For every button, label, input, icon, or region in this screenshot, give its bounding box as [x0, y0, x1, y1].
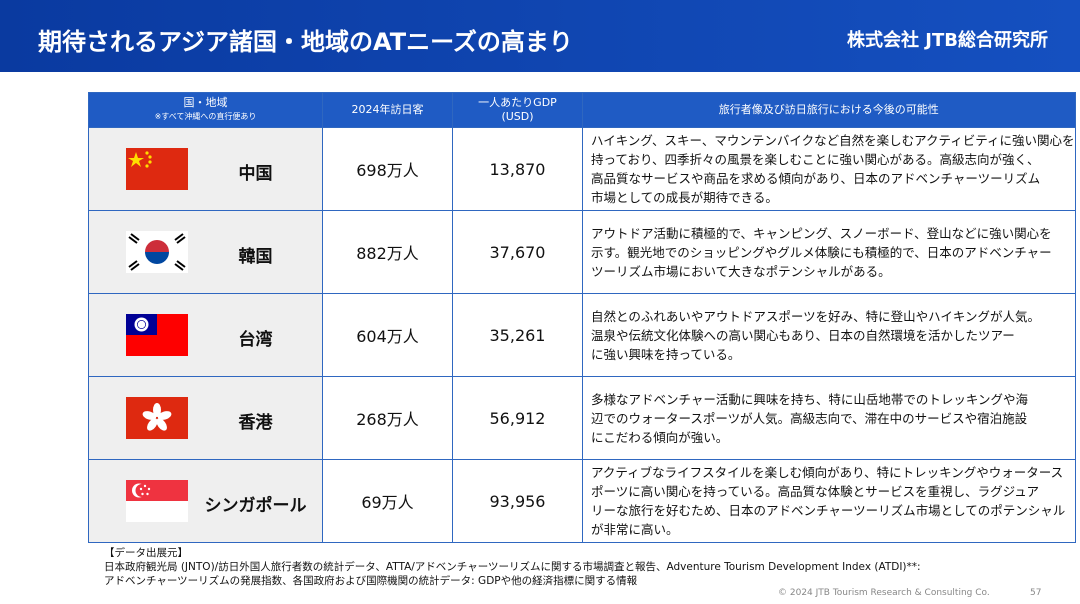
country-cell: 韓国 — [88, 210, 323, 294]
description: アウトドア活動に積極的で、キャンピング、スノーボード、登山などに強い関心を 示す。… — [582, 210, 1076, 294]
row: 中国 698万人 13,870 ハイキング、スキー、マウンテンバイクなど自然を楽し… — [88, 127, 1076, 211]
description-line: ポーツに高い関心を持っている。高品質な体験とサービスを重視し、ラグジュア — [591, 484, 1040, 499]
row: 台湾 604万人 35,261 自然とのふれあいやアウトドアスポーツを好み、特に登… — [88, 293, 1076, 377]
row: シンガポール 69万人 93,956 アクティブなライフスタイルを楽しむ傾向があり… — [88, 459, 1076, 543]
description-line: が非常に高い。 — [591, 522, 679, 537]
description-line: 辺でのウォータースポーツが人気。高級志向で、滞在中のサービスや宿泊施設 — [591, 410, 1028, 426]
flag — [126, 314, 188, 356]
visitors: 268万人 — [322, 376, 453, 460]
header-text: (USD) — [501, 110, 534, 123]
description-line: ハイキング、スキー、マウンテンバイクなど自然を楽しむアクティビティに強い関心を — [591, 133, 1075, 148]
country: 韓国 — [238, 247, 273, 267]
gdp: 37,670 — [452, 210, 583, 294]
description-line: 多様なアドベンチャー活動に興味を持ち、特に山岳地帯でのトレッキングや海 — [591, 391, 1029, 407]
flag — [126, 397, 188, 439]
description-line: に強い興味を持っている。 — [591, 346, 741, 362]
source-line: 日本政府観光局 (JNTO)/訪日外国人旅行者数の統計データ、ATTA/アドベン… — [104, 561, 921, 573]
description-line: にこだわる傾向が強い。 — [591, 429, 729, 445]
country-cell: 台湾 — [88, 293, 323, 377]
visitors: 69万人 — [322, 459, 453, 543]
description: 多様なアドベンチャー活動に興味を持ち、特に山岳地帯でのトレッキングや海 辺でのウォ… — [582, 376, 1076, 460]
country-cell: 中国 — [88, 127, 323, 211]
column-header: 国・地域 ※すべて沖縄への直行便あり — [88, 92, 323, 128]
column-header: 旅行者像及び訪日旅行における今後の可能性 — [582, 92, 1076, 128]
column-header: 2024年訪日客 — [322, 92, 453, 128]
flag — [126, 148, 188, 190]
country: シンガポール — [204, 496, 307, 516]
gdp: 35,261 — [452, 293, 583, 377]
page-number: 57 — [1030, 588, 1042, 598]
header-note: ※すべて沖縄への直行便あり — [154, 112, 257, 121]
header-text: 国・地域 — [183, 96, 228, 109]
flag — [126, 480, 188, 522]
row: 韓国 882万人 37,670 アウトドア活動に積極的で、キャンピング、スノーボー… — [88, 210, 1076, 294]
company: 株式会社 JTB総合研究所 — [847, 30, 1048, 51]
visitors: 882万人 — [322, 210, 453, 294]
description-line: 温泉や伝統文化体験への高い関心もあり、日本の自然環境を活かしたツアー — [591, 327, 1015, 343]
visitors: 698万人 — [322, 127, 453, 211]
table: 国・地域 ※すべて沖縄への直行便あり 2024年訪日客 一人あたりGDP (USD)… — [88, 92, 1076, 543]
description-line: 自然とのふれあいやアウトドアスポーツを好み、特に登山やハイキングが人気。 — [591, 308, 1041, 324]
description-line: 市場としての成長が期待できる。 — [591, 190, 778, 205]
country: 台湾 — [238, 330, 273, 350]
copyright: © 2024 JTB Tourism Research & Consulting… — [778, 588, 990, 598]
sources: 【データ出展元】日本政府観光局 (JNTO)/訪日外国人旅行者数の統計データ、A… — [104, 546, 921, 588]
description: ハイキング、スキー、マウンテンバイクなど自然を楽しむアクティビティに強い関心を持… — [582, 127, 1076, 211]
visitors: 604万人 — [322, 293, 453, 377]
description: アクティブなライフスタイルを楽しむ傾向があり、特にトレッキングやウォータース ポー… — [582, 459, 1076, 543]
title: 期待されるアジア諸国・地域のATニーズの高まり — [38, 28, 573, 56]
header-row: 国・地域 ※すべて沖縄への直行便あり 2024年訪日客 一人あたりGDP (USD)… — [88, 92, 1076, 128]
gdp: 93,956 — [452, 459, 583, 543]
column-header: 一人あたりGDP (USD) — [452, 92, 583, 128]
description: 自然とのふれあいやアウトドアスポーツを好み、特に登山やハイキングが人気。 温泉や伝… — [582, 293, 1076, 377]
flag — [126, 231, 188, 273]
description-line: アウトドア活動に積極的で、キャンピング、スノーボード、登山などに強い関心を — [591, 225, 1052, 241]
country: 香港 — [238, 413, 273, 433]
gdp: 56,912 — [452, 376, 583, 460]
header-text: 一人あたりGDP — [478, 96, 557, 109]
gdp: 13,870 — [452, 127, 583, 211]
source-title: 【データ出展元】 — [104, 547, 188, 559]
source-line: アドベンチャーツーリズムの発展指数、各国政府および国際機関の統計データ: GDP… — [104, 575, 638, 587]
description-line: リーな旅行を好むため、日本のアドベンチャーツーリズム市場としてのポテンシャル — [591, 503, 1066, 518]
country-cell: 香港 — [88, 376, 323, 460]
country: 中国 — [238, 164, 273, 184]
description-line: 示す。観光地でのショッピングやグルメ体験にも積極的で、日本のアドベンチャー — [591, 244, 1052, 260]
header-bar: 期待されるアジア諸国・地域のATニーズの高まり 株式会社 JTB総合研究所 — [0, 0, 1080, 72]
description-line: アクティブなライフスタイルを楽しむ傾向があり、特にトレッキングやウォータース — [591, 465, 1064, 480]
country-cell: シンガポール — [88, 459, 323, 543]
description-line: ツーリズム市場において大きなポテンシャルがある。 — [591, 263, 891, 279]
row: 香港 268万人 56,912 多様なアドベンチャー活動に興味を持ち、特に山岳地帯… — [88, 376, 1076, 460]
description-line: 持っており、四季折々の風景を楽しむことに強い関心がある。高級志向が強く、 — [591, 152, 1040, 167]
description-line: 高品質なサービスや商品を求める傾向があり、日本のアドベンチャーツーリズム — [591, 171, 1041, 186]
